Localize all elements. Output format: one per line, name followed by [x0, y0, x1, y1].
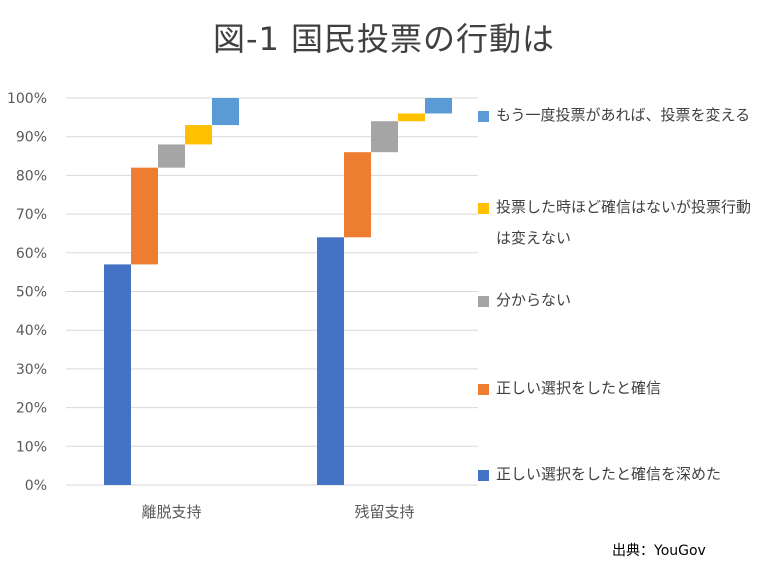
bar-segment: [371, 121, 398, 153]
bar-segment: [317, 237, 344, 485]
chart-title: 図-1 国民投票の行動は: [212, 20, 556, 58]
bar-segment: [131, 167, 158, 265]
y-axis-tick-labels: 0% 10% 20% 30% 40% 50% 60% 70% 80% 90% 100%: [7, 91, 47, 494]
bar-segment: [425, 98, 452, 114]
y-tick-label: 30%: [16, 362, 47, 378]
source-note: 出典：YouGov: [612, 543, 706, 559]
y-tick-label: 0%: [25, 478, 47, 494]
legend-label-change-vote: もう一度投票があれば、投票を変える: [496, 106, 751, 124]
bar-segment: [158, 144, 185, 168]
x-axis-category-labels: 離脱支持 残留支持: [141, 503, 414, 521]
y-tick-label: 80%: [16, 168, 47, 184]
y-tick-label: 50%: [16, 285, 47, 301]
legend-label-dont-know: 分からない: [496, 291, 572, 309]
legend-label-more-confident: 正しい選択をしたと確信を深めた: [496, 465, 722, 483]
x-category-label: 残留支持: [354, 503, 414, 521]
legend-swatch-confident: [478, 384, 489, 395]
legend-swatch-dont-know: [478, 296, 489, 307]
y-tick-label: 100%: [7, 91, 47, 107]
y-tick-label: 60%: [16, 246, 47, 262]
bars: [104, 98, 452, 485]
legend-swatch-more-confident: [478, 470, 489, 481]
bar-segment: [212, 98, 239, 126]
y-tick-label: 70%: [16, 207, 47, 223]
y-tick-label: 10%: [16, 439, 47, 455]
legend-swatch-change-vote: [478, 111, 489, 122]
legend-label-less-confident: 投票した時ほど確信はないが投票行動は変えない: [496, 198, 752, 247]
y-tick-label: 90%: [16, 130, 47, 146]
bar-segment: [104, 264, 131, 485]
bar-segment: [185, 125, 212, 145]
bar-segment: [398, 113, 425, 122]
y-tick-label: 40%: [16, 323, 47, 339]
bar-segment: [344, 152, 371, 238]
legend-label-confident: 正しい選択をしたと確信: [496, 379, 662, 397]
legend-swatch-less-confident: [478, 203, 489, 214]
x-category-label: 離脱支持: [141, 503, 201, 521]
y-tick-label: 20%: [16, 401, 47, 417]
